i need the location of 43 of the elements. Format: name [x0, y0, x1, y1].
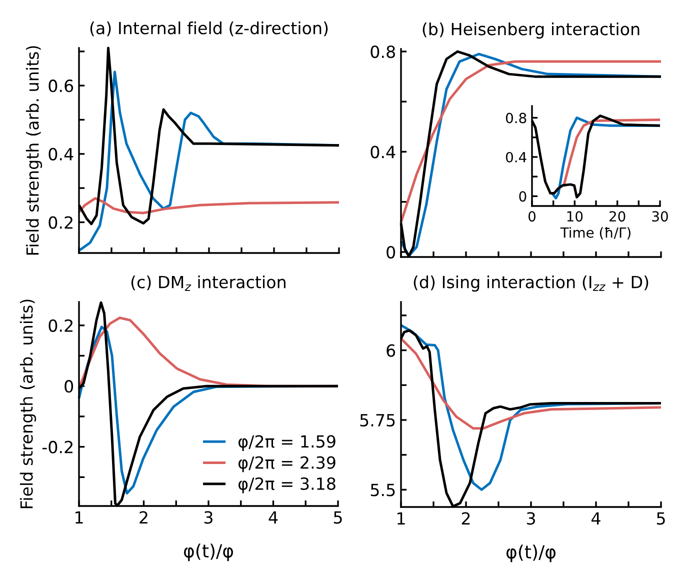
chart-title: (c) DM$_{z}$ interaction	[131, 275, 286, 291]
legend-label: φ/2π = 3.18	[238, 477, 336, 494]
y-tick-label: 0.4	[506, 152, 526, 162]
x-tick-label: 2	[140, 511, 148, 524]
x-tick-label: 4	[592, 512, 600, 525]
y-tick-label: 5.75	[360, 414, 395, 427]
x-tick-label: 4	[268, 511, 278, 524]
y-tick-label: -0.2	[42, 440, 72, 454]
chart-title: (a) Internal field (z-direction)	[90, 21, 328, 36]
x-axis-title: φ(t)/φ	[506, 544, 556, 562]
x-tick-label: 3	[526, 512, 535, 525]
y-axis-title: Field strength (arb. units)	[20, 300, 36, 508]
y-tick-label: 0.8	[506, 112, 526, 124]
x-tick-label: 5	[334, 511, 342, 524]
line-series	[78, 197, 340, 214]
y-tick-label: 5.5	[370, 484, 395, 496]
y-tick-label: 0.4	[48, 148, 74, 160]
x-tick-label: 3	[204, 511, 212, 524]
y-tick-label: 0	[386, 246, 396, 259]
y-tick-label: 0.6	[48, 80, 74, 92]
y-tick-label: 0.2	[48, 216, 72, 229]
y-axis-title: Field strength (arb. units)	[26, 46, 42, 255]
x-axis-title: Time (ħ/Γ)	[560, 227, 630, 240]
y-tick-label: 0	[519, 191, 526, 202]
x-tick-label: 20	[610, 211, 626, 222]
y-tick-label: 0.8	[370, 45, 395, 58]
y-tick-label: 0.4	[370, 146, 396, 158]
chart-title: (d) Ising interaction (I$_{zz}$ + D)	[414, 275, 648, 292]
y-tick-label: 0.2	[48, 319, 72, 332]
x-axis-title: φ(t)/φ	[184, 544, 233, 562]
x-tick-label: 5	[656, 512, 665, 525]
x-tick-label: 1	[398, 512, 405, 525]
legend-label: φ/2π = 1.59	[238, 435, 336, 451]
y-tick-label: 6	[386, 344, 396, 357]
chart-title: (b) Heisenberg interaction	[422, 22, 640, 39]
legend-label: φ/2π = 2.39	[238, 456, 336, 472]
x-tick-label: 10	[567, 211, 583, 222]
x-tick-label: 1	[76, 511, 83, 524]
x-tick-label: 30	[652, 211, 668, 222]
y-tick-label: 0	[64, 380, 74, 393]
x-tick-label: 0	[528, 211, 536, 222]
x-tick-label: 2	[462, 512, 470, 525]
line-series	[400, 337, 662, 430]
